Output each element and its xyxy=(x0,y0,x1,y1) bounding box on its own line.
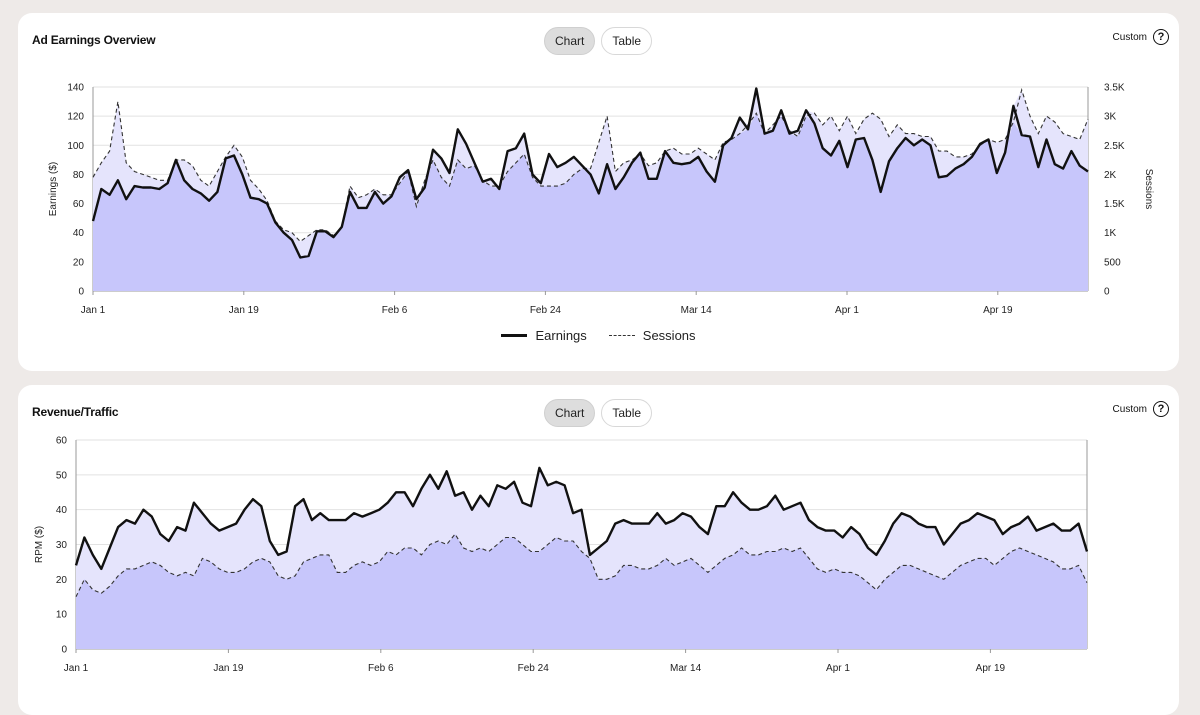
x-tick-label: Feb 6 xyxy=(368,663,394,674)
area-fill-main xyxy=(76,534,1087,649)
y2-tick-label: 2K xyxy=(1104,170,1117,181)
y-tick-label: 20 xyxy=(73,257,85,268)
y-tick-label: 20 xyxy=(56,575,68,586)
x-tick-label: Mar 14 xyxy=(681,305,713,316)
series-line-dashed xyxy=(92,87,1089,243)
table-toggle-button[interactable]: Table xyxy=(601,399,653,427)
ad-earnings-card: Ad Earnings Overview Chart Table Custom … xyxy=(18,13,1179,371)
legend-dashed-swatch xyxy=(608,335,635,336)
y-tick-label: 10 xyxy=(56,610,68,621)
y-tick-label: 100 xyxy=(67,141,84,152)
custom-range[interactable]: Custom ? xyxy=(1113,29,1169,45)
card-title: Revenue/Traffic xyxy=(32,405,119,419)
y2-tick-label: 3K xyxy=(1104,112,1117,123)
table-toggle-button[interactable]: Table xyxy=(601,27,653,55)
y-tick-label: 30 xyxy=(56,540,68,551)
area-fill-main xyxy=(93,113,1088,291)
x-tick-label: Feb 24 xyxy=(530,305,562,316)
y-tick-label: 0 xyxy=(78,287,84,298)
help-icon[interactable]: ? xyxy=(1153,29,1169,45)
y2-axis-label: Sessions xyxy=(1143,169,1154,210)
y2-tick-label: 3.5K xyxy=(1104,83,1125,94)
legend-sessions-label: Sessions xyxy=(642,328,696,343)
x-tick-label: Feb 6 xyxy=(382,305,408,316)
y2-tick-label: 1.5K xyxy=(1104,199,1125,210)
y-axis-label: Earnings ($) xyxy=(48,162,59,216)
earnings-sessions-chart: 0 20 40 60 80 100 120 140 0 500 1K 1.5K 2K 2.5K 3K 3.5K… xyxy=(48,83,1154,317)
x-tick-label: Jan 19 xyxy=(229,305,259,316)
series-line-solid xyxy=(74,466,1089,571)
help-icon[interactable]: ? xyxy=(1153,401,1169,417)
x-tick-label: Mar 14 xyxy=(670,663,702,674)
custom-label: Custom xyxy=(1112,403,1147,415)
custom-label: Custom xyxy=(1112,31,1147,43)
card-title: Ad Earnings Overview xyxy=(32,33,156,47)
y-tick-label: 80 xyxy=(73,170,85,181)
x-tick-label: Jan 1 xyxy=(64,663,89,674)
x-tick-label: Apr 1 xyxy=(835,305,859,316)
y-axis-label: RPM ($) xyxy=(34,526,45,563)
legend-earnings-label: Earnings xyxy=(535,328,587,343)
view-toggle: Chart Table xyxy=(544,27,653,55)
x-tick-label: Jan 1 xyxy=(81,305,106,316)
series-line-solid xyxy=(91,87,1089,259)
y2-tick-label: 0 xyxy=(1104,287,1110,298)
x-tick-label: Jan 19 xyxy=(213,663,243,674)
x-tick-label: Feb 24 xyxy=(518,663,550,674)
x-tick-label: Apr 19 xyxy=(976,663,1006,674)
y-tick-label: 40 xyxy=(56,505,68,516)
y-tick-label: 60 xyxy=(73,199,85,210)
y2-tick-label: 1K xyxy=(1104,228,1117,239)
y-tick-label: 40 xyxy=(73,228,85,239)
chart-legend: Earnings Sessions xyxy=(18,328,1179,343)
x-tick-label: Apr 19 xyxy=(983,305,1013,316)
rpm-chart: 0 10 20 30 40 50 60 RPM ($) Jan 1 Jan 19 Feb 6 Feb … xyxy=(34,436,1089,674)
legend-sessions[interactable]: Sessions xyxy=(608,328,696,343)
y-tick-label: 140 xyxy=(67,83,84,94)
x-tick-label: Apr 1 xyxy=(826,663,850,674)
y-tick-label: 0 xyxy=(61,645,67,656)
y-tick-label: 50 xyxy=(56,470,68,481)
custom-range[interactable]: Custom ? xyxy=(1113,401,1169,417)
legend-solid-swatch xyxy=(501,334,528,337)
chart-toggle-button[interactable]: Chart xyxy=(544,27,596,55)
y-tick-label: 60 xyxy=(56,436,68,447)
series-line-dashed xyxy=(75,533,1088,598)
y-tick-label: 120 xyxy=(67,112,84,123)
revenue-traffic-card: Revenue/Traffic Chart Table Custom ? 0 10… xyxy=(18,385,1179,715)
legend-earnings[interactable]: Earnings xyxy=(501,328,587,343)
y2-tick-label: 500 xyxy=(1104,257,1121,268)
y2-tick-label: 2.5K xyxy=(1104,141,1125,152)
chart-toggle-button[interactable]: Chart xyxy=(544,399,596,427)
view-toggle: Chart Table xyxy=(544,399,653,427)
